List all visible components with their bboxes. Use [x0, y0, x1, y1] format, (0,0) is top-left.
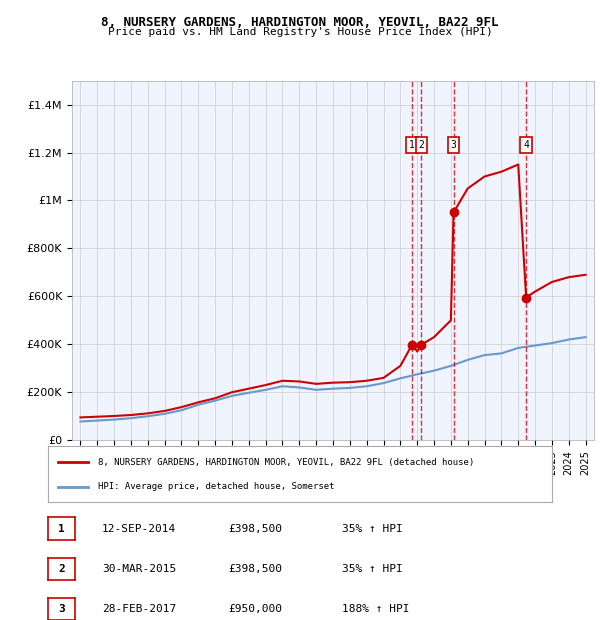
Text: 3: 3	[58, 604, 65, 614]
Text: 2: 2	[418, 140, 424, 150]
Text: £398,500: £398,500	[228, 564, 282, 574]
Text: 8, NURSERY GARDENS, HARDINGTON MOOR, YEOVIL, BA22 9FL (detached house): 8, NURSERY GARDENS, HARDINGTON MOOR, YEO…	[98, 458, 475, 466]
Text: 28-FEB-2017: 28-FEB-2017	[102, 604, 176, 614]
Text: Price paid vs. HM Land Registry's House Price Index (HPI): Price paid vs. HM Land Registry's House …	[107, 27, 493, 37]
Text: HPI: Average price, detached house, Somerset: HPI: Average price, detached house, Some…	[98, 482, 335, 491]
Text: 8, NURSERY GARDENS, HARDINGTON MOOR, YEOVIL, BA22 9FL: 8, NURSERY GARDENS, HARDINGTON MOOR, YEO…	[101, 16, 499, 29]
Text: 35% ↑ HPI: 35% ↑ HPI	[342, 564, 403, 574]
Text: 35% ↑ HPI: 35% ↑ HPI	[342, 523, 403, 534]
Text: £950,000: £950,000	[228, 604, 282, 614]
Text: 1: 1	[58, 523, 65, 534]
Text: 4: 4	[523, 140, 529, 150]
Text: 30-MAR-2015: 30-MAR-2015	[102, 564, 176, 574]
Text: 3: 3	[451, 140, 457, 150]
Text: 1: 1	[409, 140, 415, 150]
Text: 2: 2	[58, 564, 65, 574]
Text: £398,500: £398,500	[228, 523, 282, 534]
Text: 188% ↑ HPI: 188% ↑ HPI	[342, 604, 409, 614]
Text: 12-SEP-2014: 12-SEP-2014	[102, 523, 176, 534]
